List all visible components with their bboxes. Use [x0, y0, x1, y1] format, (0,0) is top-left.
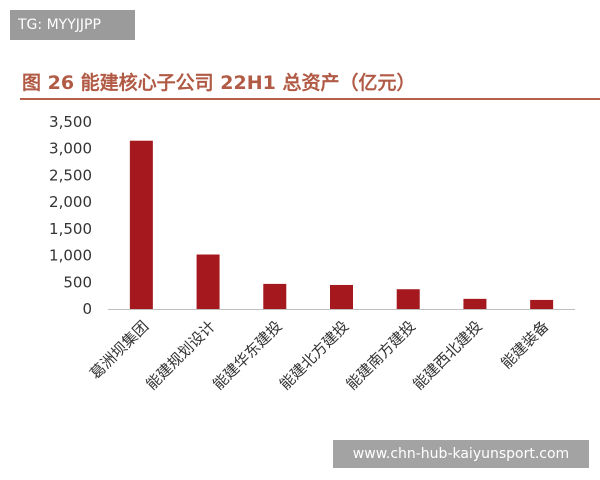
bar — [263, 283, 287, 309]
bar — [396, 289, 420, 309]
y-axis-ticks: 0 500 1,000 1,500 2,000 2,500 3,000 3,500 — [49, 113, 92, 318]
bar — [196, 254, 220, 309]
watermark-top: TG: MYYJJPP — [10, 10, 135, 40]
bars — [129, 140, 554, 309]
y-tick-label: 1,000 — [49, 247, 92, 265]
y-tick-label: 3,500 — [49, 113, 92, 131]
y-tick-label: 2,000 — [49, 193, 92, 211]
watermark-bottom: www.chn-hub-kaiyunsport.com — [333, 440, 589, 468]
x-tick-label: 能建规划设计 — [143, 317, 219, 393]
y-tick-label: 0 — [82, 300, 92, 318]
bar — [129, 140, 153, 309]
bar — [530, 299, 554, 309]
x-tick-label: 能建华东建投 — [209, 317, 285, 393]
chart-title: 图 26 能建核心子公司 22H1 总资产（亿元） — [22, 72, 416, 94]
x-tick-label: 能建南方建投 — [343, 317, 419, 393]
x-tick-label: 能建北方建投 — [276, 317, 352, 393]
title-rule — [20, 98, 600, 100]
x-tick-label: 葛洲坝集团 — [86, 317, 152, 383]
bar — [463, 298, 487, 309]
x-tick-label: 能建装备 — [497, 317, 552, 372]
y-tick-label: 500 — [63, 273, 92, 291]
x-tick-label: 能建西北建投 — [409, 317, 485, 393]
bar — [330, 284, 353, 309]
y-tick-label: 3,000 — [49, 140, 92, 158]
y-tick-label: 2,500 — [49, 166, 92, 184]
y-tick-label: 1,500 — [49, 220, 92, 238]
